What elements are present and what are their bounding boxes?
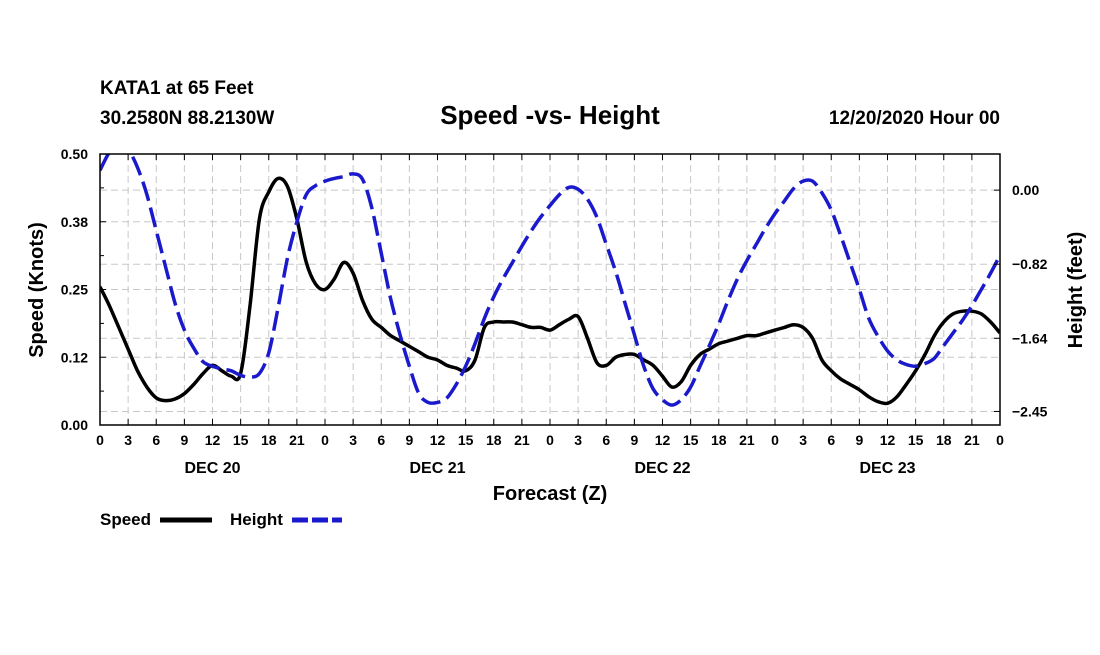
series-line-height (100, 154, 1000, 407)
x-tick-label: 12 (655, 432, 671, 448)
x-tick-label: 9 (180, 432, 188, 448)
legend-speed-label: Speed (100, 510, 151, 529)
station-label: KATA1 at 65 Feet (100, 78, 254, 99)
x-tick-label: 6 (827, 432, 835, 448)
y-left-tick-label: 0.00 (61, 417, 88, 433)
chart-title: Speed -vs- Height (440, 100, 660, 130)
legend-height-label: Height (230, 510, 283, 529)
date-label: DEC 21 (409, 460, 465, 477)
x-tick-label: 15 (458, 432, 474, 448)
y-left-tick-label: 0.25 (61, 282, 88, 298)
tick-marks (99, 153, 1001, 426)
x-tick-label: 18 (486, 432, 502, 448)
y-left-tick-label: 0.50 (61, 146, 88, 162)
x-tick-label: 15 (908, 432, 924, 448)
y-right-tick-label: −2.45 (1012, 403, 1048, 419)
y-left-tick-label: 0.38 (61, 214, 88, 230)
x-tick-label: 6 (602, 432, 610, 448)
y-left-tick-label: 0.12 (61, 349, 88, 365)
x-tick-label: 12 (430, 432, 446, 448)
x-tick-label: 3 (349, 432, 357, 448)
date-label: DEC 22 (634, 460, 690, 477)
x-tick-label: 9 (405, 432, 413, 448)
x-tick-label: 18 (261, 432, 277, 448)
x-tick-label: 21 (739, 432, 755, 448)
x-tick-label: 15 (683, 432, 699, 448)
date-label: DEC 23 (859, 460, 915, 477)
x-tick-label: 12 (205, 432, 221, 448)
x-tick-label: 18 (936, 432, 952, 448)
y-right-tick-label: −0.82 (1012, 256, 1048, 272)
gridlines (100, 154, 1000, 425)
x-tick-label: 9 (630, 432, 638, 448)
x-tick-label: 15 (233, 432, 249, 448)
x-tick-label: 6 (377, 432, 385, 448)
y-right-tick-label: −1.64 (1012, 330, 1048, 346)
x-tick-label: 21 (289, 432, 305, 448)
x-tick-label: 12 (880, 432, 896, 448)
series-line-speed (100, 176, 1000, 406)
run-label: 12/20/2020 Hour 00 (829, 108, 1000, 129)
x-tick-label: 0 (771, 432, 779, 448)
series-layer (100, 154, 1000, 407)
x-tick-label: 9 (855, 432, 863, 448)
x-tick-label: 6 (152, 432, 160, 448)
x-tick-label: 0 (96, 432, 104, 448)
tick-labels: 0 3 6 9 12 15 18 21 0 3 6 9 12 15 18 21 0 3 6 9 12 15 18 21 0 3 6 9… (61, 146, 1048, 477)
x-tick-label: 3 (124, 432, 132, 448)
x-tick-label: 21 (964, 432, 980, 448)
y-axis-left-title: Speed (Knots) (26, 222, 48, 358)
x-tick-label: 0 (996, 432, 1004, 448)
x-tick-label: 3 (574, 432, 582, 448)
y-axis-right-title: Height (feet) (1065, 232, 1087, 349)
x-tick-label: 18 (711, 432, 727, 448)
legend: Speed Height (100, 510, 342, 529)
x-tick-label: 0 (321, 432, 329, 448)
x-axis-title: Forecast (Z) (493, 483, 607, 505)
x-tick-label: 21 (514, 432, 530, 448)
y-right-tick-label: 0.00 (1012, 182, 1039, 198)
date-label: DEC 20 (184, 460, 240, 477)
x-tick-label: 0 (546, 432, 554, 448)
location-label: 30.2580N 88.2130W (100, 108, 274, 129)
x-tick-label: 3 (799, 432, 807, 448)
